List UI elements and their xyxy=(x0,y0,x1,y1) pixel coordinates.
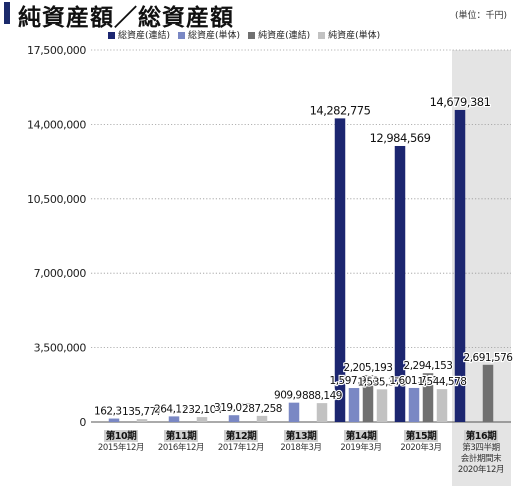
x-tick-label: 第10期 xyxy=(106,430,137,442)
bar xyxy=(256,415,268,422)
data-label: 319,072 xyxy=(214,402,254,414)
legend-swatch xyxy=(178,32,186,39)
legend-swatch xyxy=(318,32,326,39)
data-label: 2,294,153 xyxy=(404,360,453,372)
x-tick-label: 第12期 xyxy=(226,430,257,442)
category-label-box xyxy=(464,430,498,442)
category-label-box xyxy=(104,430,138,442)
unit-label: (単位：千円) xyxy=(454,11,507,21)
bar xyxy=(394,145,406,422)
legend-item: 純資産(単体) xyxy=(318,28,380,41)
bar xyxy=(136,419,148,422)
chart-legend: 総資産(連結) 総資産(単体) 純資産(連結) 純資産(単体) xyxy=(108,28,388,41)
y-tick-label: 10,500,000 xyxy=(27,193,86,206)
legend-label: 総資産(連結) xyxy=(118,31,171,41)
y-tick-label: 17,500,000 xyxy=(27,44,86,57)
bar xyxy=(168,416,180,422)
data-label: 2,205,193 xyxy=(344,362,393,374)
data-label: 2,691,576 xyxy=(464,352,514,364)
data-label: 1,601,761 xyxy=(390,375,439,387)
y-tick-label: 0 xyxy=(79,416,86,429)
x-tick-label: 会計期間末 xyxy=(461,453,502,464)
bar xyxy=(108,418,120,422)
bar xyxy=(334,118,346,423)
y-tick-label: 3,500,000 xyxy=(34,342,87,355)
legend-item: 純資産(連結) xyxy=(248,28,310,41)
chart-title: 純資産額／総資産額 xyxy=(18,5,234,31)
y-tick-label: 14,000,000 xyxy=(27,118,86,131)
bar xyxy=(348,388,360,422)
bar xyxy=(436,389,448,422)
category-label-box xyxy=(344,430,378,442)
data-label: 264,117 xyxy=(154,403,194,415)
data-label: 1,544,578 xyxy=(418,376,467,388)
x-tick-label: 2020年3月 xyxy=(400,442,441,453)
x-tick-label: 第14期 xyxy=(346,430,377,442)
x-tick-label: 2017年12月 xyxy=(218,442,264,453)
legend-item: 総資産(単体) xyxy=(178,28,240,41)
y-tick-label: 7,000,000 xyxy=(34,267,87,280)
bar xyxy=(228,415,240,422)
x-tick-label: 2020年12月 xyxy=(458,464,504,475)
bar xyxy=(362,375,374,422)
bar xyxy=(376,389,388,422)
x-tick-label: 第16期 xyxy=(466,430,497,442)
legend-swatch xyxy=(108,32,115,39)
legend-item: 総資産(連結) xyxy=(108,28,170,41)
data-label: 14,679,381 xyxy=(430,95,491,109)
bar xyxy=(288,402,300,422)
bar xyxy=(422,373,434,422)
data-label: 232,104 xyxy=(182,404,223,416)
x-tick-label: 2016年12月 xyxy=(158,442,204,453)
bar xyxy=(482,364,494,422)
x-tick-label: 2015年12月 xyxy=(98,442,144,453)
data-label: 1,535,379 xyxy=(358,376,407,388)
legend-label: 純資産(単体) xyxy=(328,31,381,41)
bar xyxy=(316,403,328,422)
x-tick-label: 第3四半期 xyxy=(462,442,499,453)
x-tick-label: 2019年3月 xyxy=(340,442,381,453)
x-tick-label: 第11期 xyxy=(166,430,197,442)
title-accent-bar xyxy=(4,2,10,24)
bar xyxy=(196,417,208,422)
data-label: 888,149 xyxy=(302,390,342,402)
x-tick-label: 2018年3月 xyxy=(280,442,321,453)
legend-label: 総資産(単体) xyxy=(188,31,241,41)
x-tick-label: 第13期 xyxy=(286,430,317,442)
data-label: 14,282,775 xyxy=(310,103,371,117)
data-label: 135,777 xyxy=(122,406,162,418)
category-label-box xyxy=(224,430,258,442)
category-label-box xyxy=(404,430,438,442)
category-label-box xyxy=(284,430,318,442)
category-label-box xyxy=(164,430,198,442)
bar xyxy=(408,387,420,422)
legend-label: 純資産(連結) xyxy=(258,31,311,41)
data-label: 1,597,980 xyxy=(330,375,379,387)
data-label: 287,258 xyxy=(242,403,282,415)
data-label: 162,315 xyxy=(94,406,134,418)
bar xyxy=(454,109,466,422)
x-tick-label: 第15期 xyxy=(406,430,437,442)
data-label: 12,984,569 xyxy=(370,131,431,145)
legend-swatch xyxy=(248,32,256,39)
data-label: 909,992 xyxy=(274,390,314,402)
